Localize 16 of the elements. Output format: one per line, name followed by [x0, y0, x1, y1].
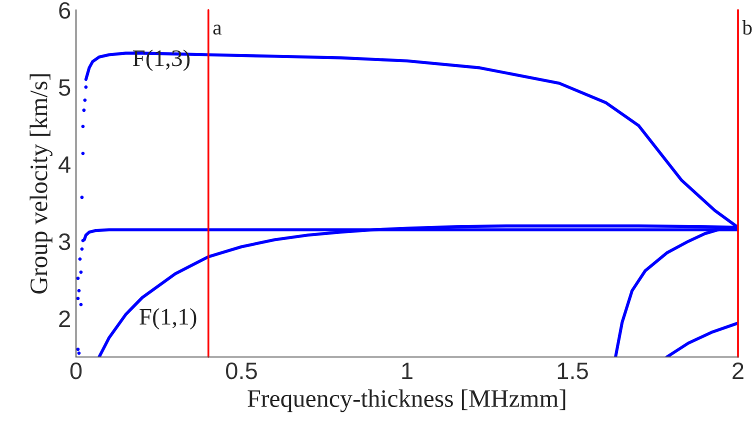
y-axis-title: Group velocity [km/s] — [30, 74, 52, 294]
x-tick-label: 0.5 — [226, 362, 257, 380]
y-tick-label: 5 — [58, 79, 70, 96]
ref-line-label: a — [213, 24, 222, 35]
annotation: F(1,1) — [140, 308, 196, 330]
x-tick-label: 2 — [732, 362, 744, 379]
y-tick-label: 2 — [59, 310, 70, 327]
x-tick-label: 1.5 — [558, 362, 588, 380]
y-tick-label: 3 — [58, 233, 70, 250]
x-tick-label: 0 — [70, 362, 82, 380]
y-tick-label: 6 — [59, 2, 70, 19]
x-axis-title: Frequency-thickness [MHzmm] — [248, 389, 566, 412]
annotation: F(1,3) — [132, 50, 190, 72]
x-tick-label: 1 — [402, 362, 412, 379]
y-tick-label: 4 — [58, 156, 70, 173]
ref-line-label: b — [742, 20, 752, 35]
